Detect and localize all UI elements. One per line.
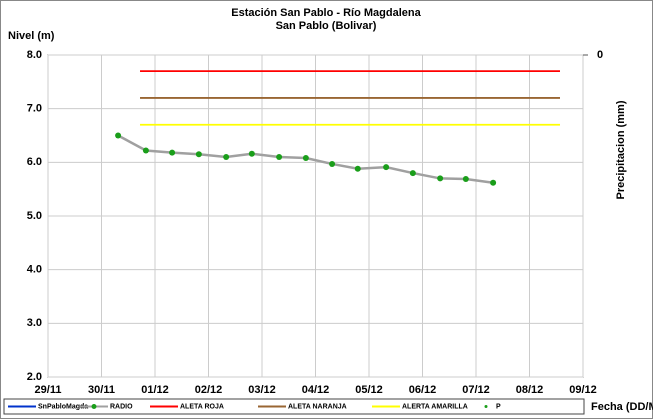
- x-tick-label: 07/12: [462, 384, 490, 396]
- data-point: [223, 153, 230, 160]
- data-point: [437, 175, 444, 182]
- x-tick-label: 01/12: [141, 384, 169, 396]
- y-tick-label: 3.0: [27, 317, 42, 329]
- y-axis-label: Nivel (m): [8, 30, 55, 42]
- x-tick-label: 06/12: [409, 384, 437, 396]
- x-tick-label: 29/11: [35, 384, 62, 396]
- legend-label: SnPabloMagda: [38, 403, 88, 410]
- x-tick-label: 03/12: [248, 384, 276, 396]
- y2-axis-label: Precipitacion (mm): [615, 100, 627, 199]
- x-tick-label: 30/11: [88, 384, 115, 396]
- y-tick-label: 8.0: [27, 49, 42, 61]
- legend-label: ALERTA AMARILLA: [402, 403, 468, 410]
- data-point: [115, 132, 122, 139]
- data-point: [490, 179, 497, 186]
- data-point: [409, 170, 416, 177]
- y-tick-label: 4.0: [27, 264, 42, 276]
- legend-marker: [484, 405, 488, 408]
- x-axis-label: Fecha (DD/MM): [591, 401, 653, 413]
- data-point: [354, 165, 361, 172]
- y-tick-label: 6.0: [27, 156, 42, 168]
- legend-marker: [91, 404, 97, 409]
- x-tick-label: 05/12: [355, 384, 383, 396]
- x-tick-label: 09/12: [569, 384, 597, 396]
- legend-label: ALETA ROJA: [180, 403, 224, 410]
- chart-title: Estación San Pablo - Río Magdalena: [231, 7, 421, 19]
- data-point: [248, 150, 255, 157]
- chart-subtitle: San Pablo (Bolivar): [276, 20, 377, 32]
- x-tick-label: 08/12: [516, 384, 544, 396]
- data-point: [276, 153, 283, 160]
- data-point: [169, 149, 176, 156]
- legend-box: [3, 398, 585, 415]
- y-tick-label: 5.0: [27, 210, 42, 222]
- data-point: [462, 175, 469, 182]
- legend-label: P: [496, 403, 501, 410]
- data-point: [302, 155, 309, 162]
- legend-label: ALETA NARANJA: [288, 403, 347, 410]
- x-tick-label: 02/12: [195, 384, 223, 396]
- y-tick-label: 2.0: [27, 371, 42, 383]
- data-point: [195, 151, 202, 158]
- data-point: [142, 147, 149, 154]
- y-tick-label: 7.0: [27, 103, 42, 115]
- x-tick-label: 04/12: [302, 384, 330, 396]
- legend-label: RADIO: [110, 403, 133, 410]
- data-point: [329, 160, 336, 167]
- data-point: [383, 164, 390, 171]
- y2-tick-label: 0: [597, 49, 603, 61]
